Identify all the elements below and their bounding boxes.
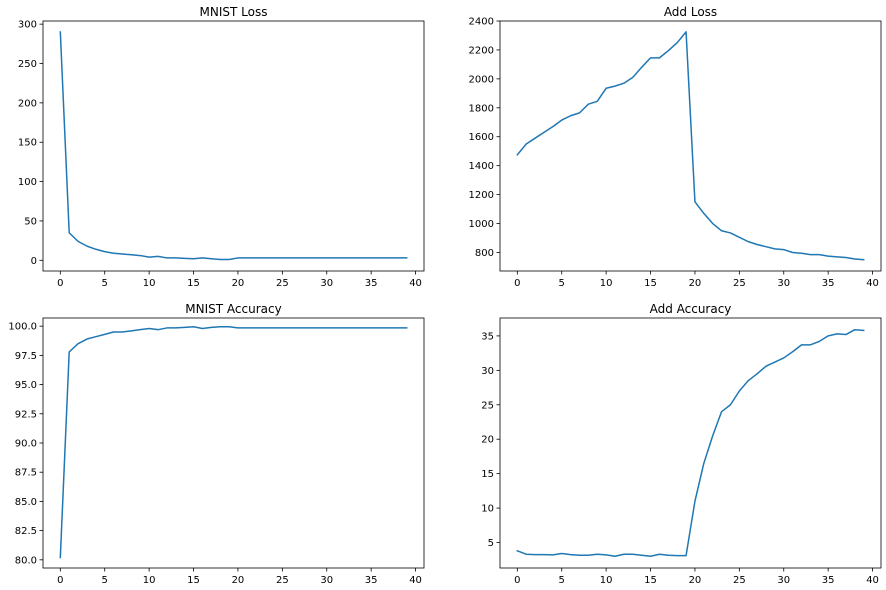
mnist-loss-axes: MNIST Loss 0 5 10 15 20 25 30 35 40 0 50 100 150 200 25…: [18, 5, 425, 289]
add-loss-frame: [499, 20, 882, 272]
mnist-accuracy-x-tick-label: 0: [57, 575, 63, 586]
mnist-loss-y-tick-label: 150: [18, 138, 37, 149]
mnist-loss-y-tick-label: 100: [18, 177, 37, 188]
mnist-accuracy-y-tick-label: 87.5: [15, 468, 37, 479]
mnist-loss-y-tick-label: 200: [18, 98, 37, 109]
add-accuracy-x-tick-label: 35: [822, 575, 835, 586]
mnist-loss-x-tick-label: 15: [187, 278, 200, 289]
add-accuracy-x-tick-label: 20: [689, 575, 702, 586]
mnist-loss-title: MNIST Loss: [200, 5, 268, 19]
add-loss-y-tick-label: 1200: [469, 190, 494, 201]
add-loss-x-tick-label: 25: [733, 278, 746, 289]
add-loss-y-tick-label: 2000: [469, 74, 494, 85]
add-accuracy-y-tick-label: 35: [481, 331, 494, 342]
add-loss-x-tick-label: 5: [559, 278, 565, 289]
mnist-accuracy-y-tick-label: 82.5: [15, 526, 37, 537]
add-accuracy-x-tick-label: 5: [559, 575, 565, 586]
mnist-loss-x-tick-label: 40: [409, 278, 422, 289]
add-accuracy-x-tick-label: 10: [600, 575, 613, 586]
mnist-loss-y-tick-label: 50: [24, 216, 37, 227]
mnist-loss-y-tick-label: 300: [18, 20, 37, 31]
add-loss-y-tick-label: 800: [475, 248, 494, 259]
add-accuracy-title: Add Accuracy: [650, 302, 732, 316]
mnist-accuracy-y-tick-label: 85.0: [15, 497, 37, 508]
add-loss-y-tick-label: 1600: [469, 132, 494, 143]
add-accuracy-y-tick-label: 20: [481, 435, 494, 446]
mnist-loss-y-tick-label: 250: [18, 59, 37, 70]
mnist-accuracy-title: MNIST Accuracy: [185, 302, 281, 316]
add-accuracy-axes: Add Accuracy 0 5 10 15 20 25 30 35 40 5 10 15 20 25 30 3…: [481, 302, 882, 586]
mnist-accuracy-y-tick-label: 92.5: [15, 409, 37, 420]
add-loss-y-tick-label: 1800: [469, 103, 494, 114]
add-loss-y-tick-label: 1000: [469, 219, 494, 230]
mnist-loss-y-tick-label: 0: [31, 256, 37, 267]
mnist-accuracy-y-tick-label: 97.5: [15, 351, 37, 362]
add-loss-series-line: [516, 31, 865, 261]
mnist-accuracy-x-tick-label: 20: [232, 575, 245, 586]
mnist-loss-x-tick-label: 35: [365, 278, 378, 289]
add-loss-x-tick-label: 10: [600, 278, 613, 289]
add-loss-y-tick-label: 2200: [469, 45, 494, 56]
mnist-accuracy-x-tick-label: 40: [409, 575, 422, 586]
mnist-loss-series-line: [59, 31, 408, 261]
add-accuracy-x-tick-label: 30: [777, 575, 790, 586]
mnist-accuracy-x-tick-label: 5: [102, 575, 108, 586]
mnist-accuracy-y-tick-label: 90.0: [15, 439, 37, 450]
add-loss-x-tick-label: 15: [644, 278, 657, 289]
add-loss-x-tick-label: 0: [514, 278, 520, 289]
add-accuracy-series-line: [516, 328, 865, 558]
add-loss-y-tick-label: 2400: [469, 17, 494, 28]
mnist-accuracy-x-tick-label: 10: [143, 575, 156, 586]
mnist-accuracy-y-tick-label: 80.0: [15, 555, 37, 566]
mnist-accuracy-x-tick-label: 15: [187, 575, 200, 586]
mnist-accuracy-series-line: [59, 326, 408, 559]
mnist-accuracy-axes: MNIST Accuracy 0 5 10 15 20 25 30 35 40 80.0 82.5 85…: [8, 302, 425, 586]
mnist-accuracy-y-tick-label: 95.0: [15, 380, 37, 391]
mnist-loss-frame: [42, 20, 425, 272]
add-loss-title: Add Loss: [664, 5, 717, 19]
add-accuracy-y-tick-label: 25: [481, 400, 494, 411]
add-loss-x-tick-label: 35: [822, 278, 835, 289]
add-accuracy-x-tick-label: 15: [644, 575, 657, 586]
add-accuracy-y-tick-label: 10: [481, 504, 494, 515]
mnist-accuracy-x-tick-label: 35: [365, 575, 378, 586]
mnist-loss-x-tick-label: 25: [276, 278, 289, 289]
add-accuracy-x-tick-label: 40: [866, 575, 879, 586]
mnist-loss-x-tick-label: 10: [143, 278, 156, 289]
add-accuracy-y-tick-label: 15: [481, 469, 494, 480]
add-accuracy-frame: [499, 317, 882, 569]
add-loss-x-tick-label: 30: [777, 278, 790, 289]
mnist-accuracy-y-tick-label: 100.0: [8, 322, 37, 333]
add-loss-x-tick-label: 20: [689, 278, 702, 289]
add-accuracy-y-tick-label: 30: [481, 366, 494, 377]
mnist-accuracy-x-tick-label: 30: [320, 575, 333, 586]
add-accuracy-y-tick-label: 5: [488, 538, 494, 549]
mnist-accuracy-frame: [42, 317, 425, 569]
add-accuracy-x-tick-label: 25: [733, 575, 746, 586]
mnist-loss-x-tick-label: 30: [320, 278, 333, 289]
add-loss-x-tick-label: 40: [866, 278, 879, 289]
mnist-accuracy-x-tick-label: 25: [276, 575, 289, 586]
mnist-loss-x-tick-label: 0: [57, 278, 63, 289]
add-loss-axes: Add Loss 0 5 10 15 20 25 30 35 40 800 1000 1200 1400 1…: [469, 5, 882, 289]
add-loss-y-tick-label: 1400: [469, 161, 494, 172]
mnist-loss-x-tick-label: 20: [232, 278, 245, 289]
mnist-loss-x-tick-label: 5: [102, 278, 108, 289]
add-accuracy-x-tick-label: 0: [514, 575, 520, 586]
